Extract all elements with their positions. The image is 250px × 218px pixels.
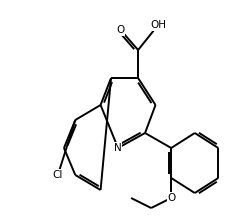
Text: N: N [114, 143, 122, 153]
Text: O: O [116, 25, 125, 35]
Text: O: O [167, 193, 175, 203]
Text: OH: OH [150, 20, 166, 30]
Text: Cl: Cl [53, 170, 63, 180]
